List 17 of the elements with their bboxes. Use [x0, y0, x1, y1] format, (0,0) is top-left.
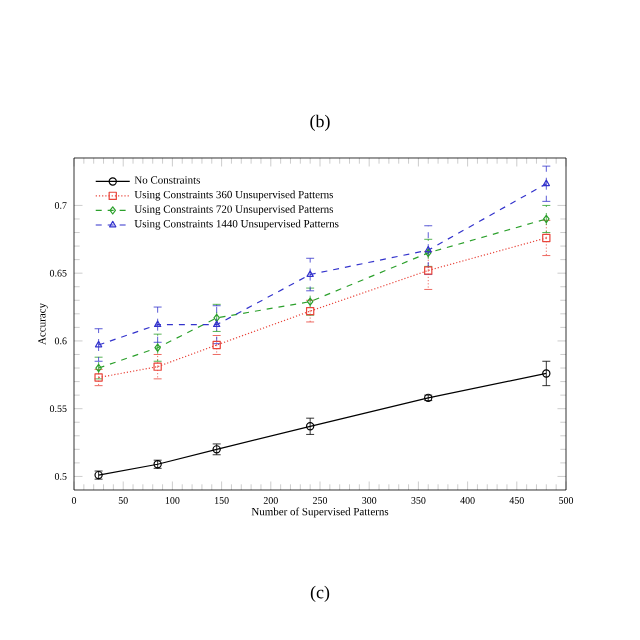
point [153, 362, 162, 371]
point [306, 270, 314, 277]
point [305, 306, 315, 316]
chart-title: (b) [310, 114, 330, 131]
point [424, 266, 433, 275]
point [94, 340, 103, 348]
point [212, 340, 221, 350]
point [306, 297, 314, 306]
point [154, 343, 161, 352]
point [424, 245, 432, 253]
point [543, 214, 550, 224]
point [213, 313, 220, 323]
point [542, 233, 551, 243]
text: (c) [310, 585, 330, 603]
point [542, 179, 551, 187]
point [153, 320, 162, 328]
point [305, 422, 315, 431]
